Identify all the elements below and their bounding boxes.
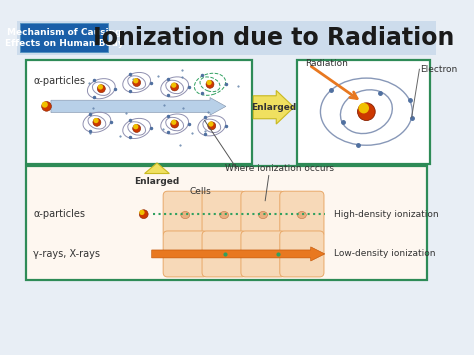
Text: Enlarged: Enlarged xyxy=(134,177,180,186)
Circle shape xyxy=(42,102,48,108)
Circle shape xyxy=(171,83,179,91)
FancyBboxPatch shape xyxy=(18,21,436,55)
FancyBboxPatch shape xyxy=(26,166,428,279)
Circle shape xyxy=(133,78,141,87)
Text: Electron: Electron xyxy=(420,65,457,74)
FancyBboxPatch shape xyxy=(241,231,285,277)
Circle shape xyxy=(208,121,213,127)
Text: α-particles: α-particles xyxy=(33,76,85,86)
FancyBboxPatch shape xyxy=(26,60,252,164)
FancyBboxPatch shape xyxy=(298,60,430,164)
Circle shape xyxy=(139,210,148,219)
Circle shape xyxy=(139,210,145,215)
Text: Cells: Cells xyxy=(190,187,211,196)
Circle shape xyxy=(133,124,138,129)
Circle shape xyxy=(97,85,105,93)
FancyBboxPatch shape xyxy=(163,231,207,277)
Ellipse shape xyxy=(181,212,190,219)
Circle shape xyxy=(207,80,212,85)
Circle shape xyxy=(133,125,141,132)
Text: Enlarged: Enlarged xyxy=(251,103,296,112)
Circle shape xyxy=(357,103,375,120)
FancyBboxPatch shape xyxy=(202,191,246,237)
Ellipse shape xyxy=(298,212,306,219)
Text: α-particles: α-particles xyxy=(33,209,85,219)
Text: Ionization due to Radiation: Ionization due to Radiation xyxy=(93,26,454,50)
Circle shape xyxy=(206,80,214,88)
Text: Mechanism of Causing
Effects on Human Body: Mechanism of Causing Effects on Human Bo… xyxy=(5,28,124,48)
Text: Where ionization occurs: Where ionization occurs xyxy=(225,164,334,173)
FancyArrow shape xyxy=(145,163,169,174)
Circle shape xyxy=(42,102,51,111)
FancyBboxPatch shape xyxy=(241,191,285,237)
Ellipse shape xyxy=(220,212,228,219)
FancyArrow shape xyxy=(152,247,325,261)
FancyBboxPatch shape xyxy=(280,191,324,237)
Circle shape xyxy=(171,82,176,88)
FancyArrow shape xyxy=(253,91,294,124)
Circle shape xyxy=(93,118,99,123)
FancyBboxPatch shape xyxy=(280,231,324,277)
Circle shape xyxy=(171,120,176,125)
Circle shape xyxy=(171,120,179,128)
Text: Low-density ionization: Low-density ionization xyxy=(334,250,435,258)
Circle shape xyxy=(133,78,138,83)
FancyArrow shape xyxy=(51,98,226,115)
Circle shape xyxy=(93,118,101,126)
FancyBboxPatch shape xyxy=(163,191,207,237)
FancyBboxPatch shape xyxy=(20,23,109,53)
Circle shape xyxy=(358,103,369,114)
Circle shape xyxy=(208,122,216,130)
Ellipse shape xyxy=(259,212,267,219)
Text: γ-rays, X-rays: γ-rays, X-rays xyxy=(33,249,100,259)
Text: High-density ionization: High-density ionization xyxy=(334,210,438,219)
FancyBboxPatch shape xyxy=(202,231,246,277)
Circle shape xyxy=(98,84,103,89)
Text: Radiation: Radiation xyxy=(305,59,348,67)
